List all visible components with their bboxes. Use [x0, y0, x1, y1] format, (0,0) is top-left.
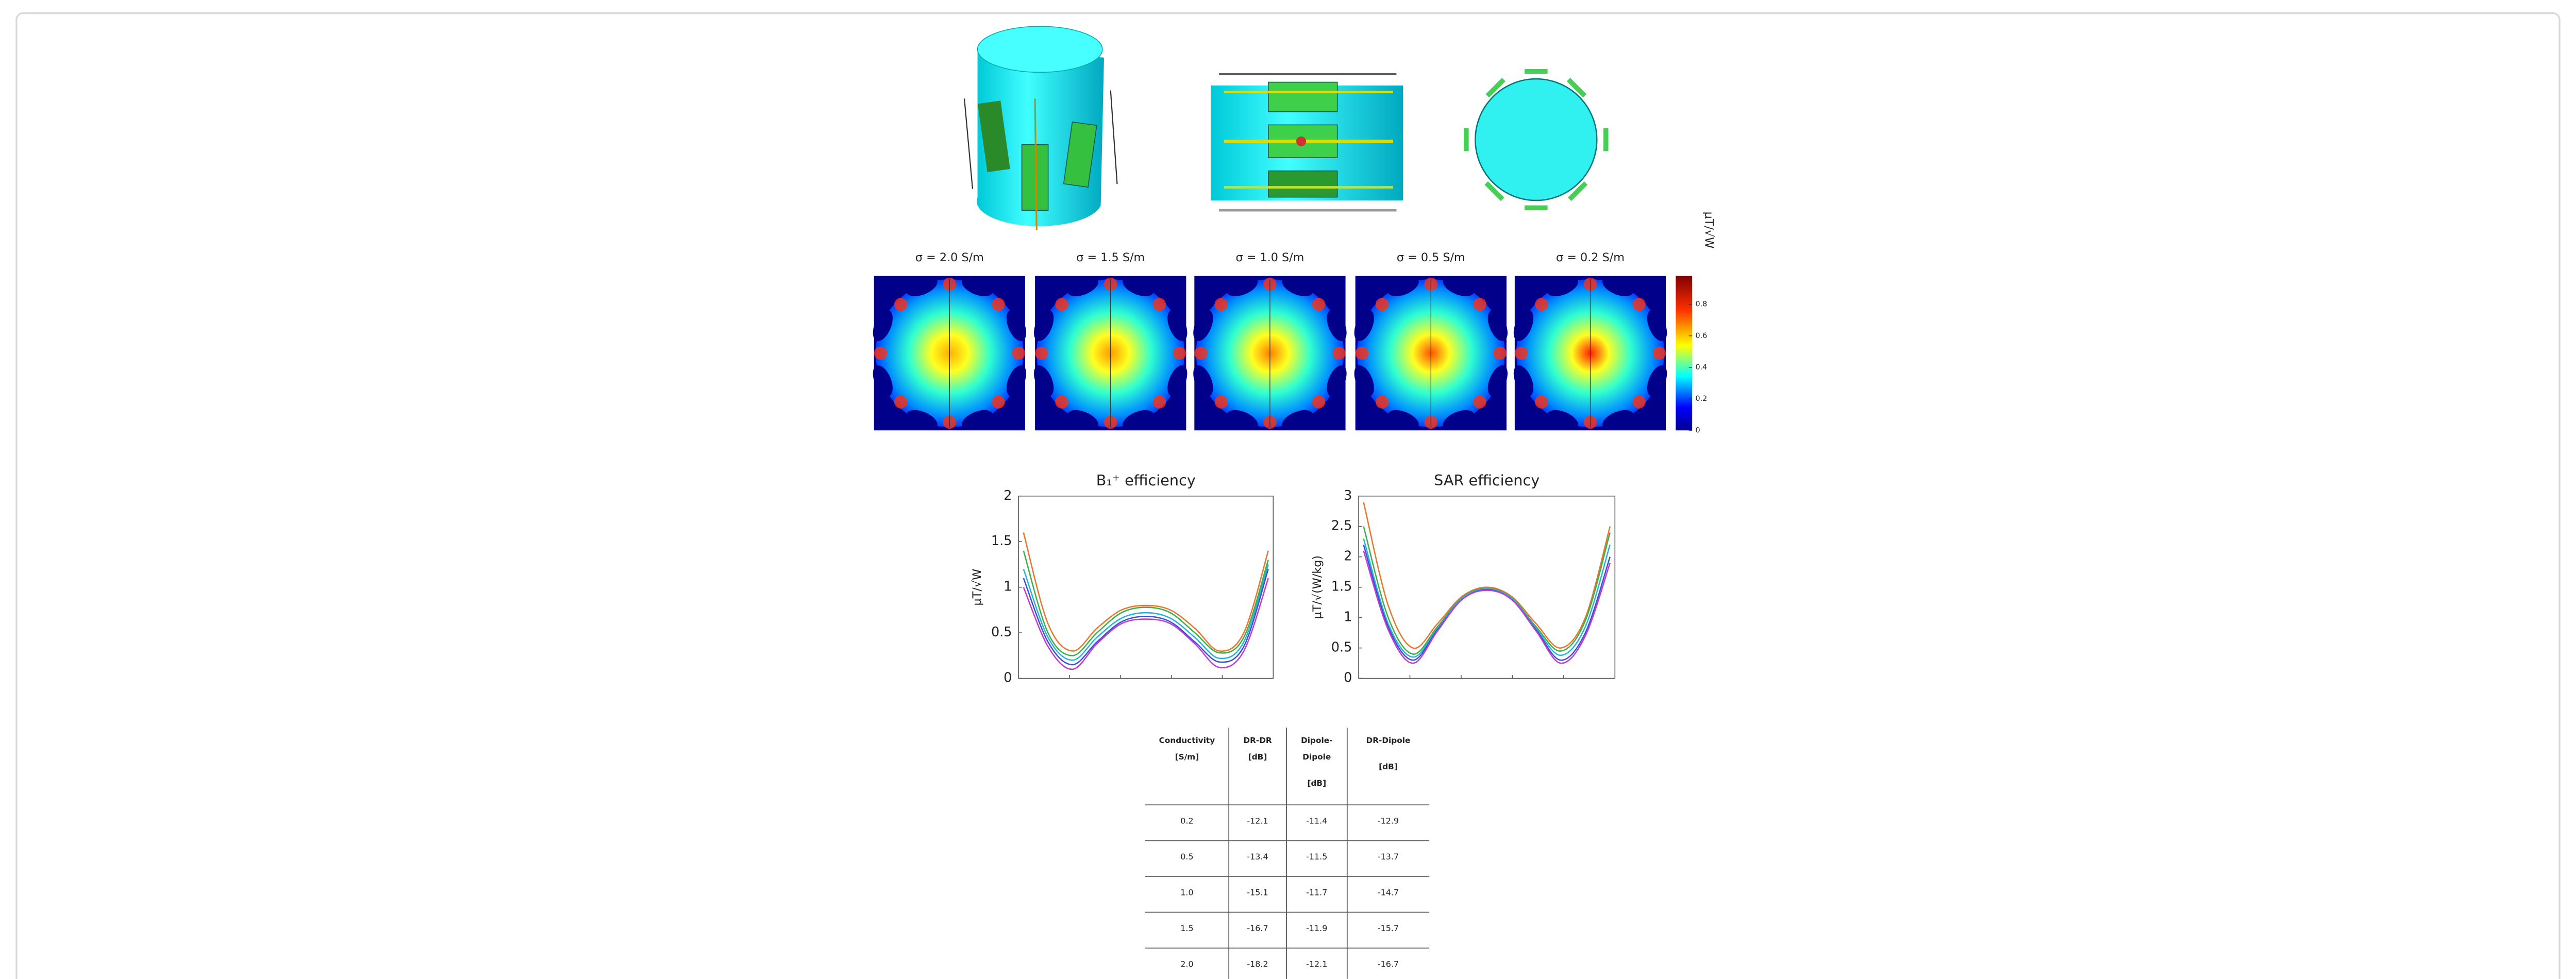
y-tick-label: 1.5	[991, 533, 1012, 549]
colorbar-tick-label: 0.2	[1696, 395, 1708, 403]
hot-spot	[874, 347, 888, 360]
sigma-label: σ = 1.5 S/m	[1076, 251, 1145, 264]
hot-spot	[1332, 347, 1346, 360]
y-tick-label: 2	[1003, 488, 1012, 503]
hot-spot	[1515, 347, 1528, 360]
colorbar-tick-label: 0.6	[1696, 332, 1708, 340]
hot-spot	[1215, 298, 1228, 311]
hot-spot	[1473, 298, 1486, 311]
hot-spot	[1215, 395, 1228, 409]
y-tick-label: 0	[1344, 670, 1352, 686]
table-cell: -14.7	[1378, 887, 1399, 897]
y-tick-label: 3	[1344, 488, 1352, 503]
table-cell: -11.5	[1306, 852, 1327, 862]
hot-spot	[1473, 395, 1486, 409]
hot-spot	[1173, 347, 1186, 360]
colorbar-label: μT/√W	[1702, 212, 1715, 249]
hot-spot	[894, 395, 908, 409]
hot-spot	[1312, 395, 1326, 409]
table-cell: -11.4	[1306, 816, 1327, 825]
hot-spot	[1376, 395, 1389, 409]
table-cell: -16.7	[1247, 923, 1268, 933]
table-header: Conductivity	[1159, 736, 1215, 745]
coil-3d	[964, 26, 1117, 230]
hot-spot	[1194, 347, 1208, 360]
colorbar-tick-label: 0	[1696, 426, 1700, 434]
chart-title: SAR efficiency	[1434, 471, 1540, 489]
table-cell: -13.4	[1247, 852, 1268, 862]
hot-spot	[1055, 395, 1068, 409]
y-axis-label: μT/√W	[971, 569, 984, 606]
coil-side	[1211, 74, 1403, 211]
hot-spot	[1356, 347, 1369, 360]
table-cell: 0.5	[1180, 852, 1193, 862]
table-cell: -13.7	[1378, 852, 1399, 862]
y-tick-label: 2	[1344, 549, 1352, 564]
table-cell: 1.5	[1180, 923, 1193, 933]
colorbar-tick-label: 0.8	[1696, 300, 1708, 309]
hot-spot	[1535, 298, 1548, 311]
table-cell: -15.7	[1378, 923, 1399, 933]
hot-spot	[992, 298, 1005, 311]
y-tick-label: 0.5	[991, 624, 1012, 640]
table-cell: -12.9	[1378, 816, 1399, 825]
table-header: DR-DR	[1243, 736, 1272, 745]
hot-spot	[1012, 347, 1026, 360]
table-header: Dipole-	[1301, 736, 1332, 745]
sigma-label: σ = 2.0 S/m	[915, 251, 984, 264]
page: σ = 2.0 S/m σ = 1.5 S/m σ = 1.0 S/m σ = 0.5…	[0, 0, 2576, 979]
hot-spot	[1153, 395, 1166, 409]
hot-spot	[1312, 298, 1326, 311]
table-cell: 0.2	[1180, 816, 1193, 825]
hot-spot	[1632, 298, 1646, 311]
colorbar	[1676, 276, 1692, 431]
hot-spot	[1055, 298, 1068, 311]
table-cell: -12.1	[1247, 816, 1268, 825]
table-cell: 2.0	[1180, 959, 1193, 969]
chart-title: B₁⁺ efficiency	[1096, 471, 1196, 489]
table-cell: -15.1	[1247, 887, 1268, 897]
hot-spot	[1493, 347, 1507, 360]
table-cell: -16.7	[1378, 959, 1399, 969]
hot-spot	[1153, 298, 1166, 311]
y-tick-label: 0	[1003, 670, 1012, 686]
colorbar-tick-label: 0.4	[1696, 363, 1708, 372]
table-cell: -18.2	[1247, 959, 1268, 969]
hot-spot	[1653, 347, 1666, 360]
table-cell: -12.1	[1306, 959, 1327, 969]
sigma-label: σ = 0.5 S/m	[1397, 251, 1465, 264]
table-header: [dB]	[1379, 762, 1398, 771]
table-cell: -11.9	[1306, 923, 1327, 933]
hot-spot	[1376, 298, 1389, 311]
y-tick-label: 1.5	[1331, 579, 1352, 595]
sigma-label: σ = 0.2 S/m	[1556, 251, 1625, 264]
y-tick-label: 0.5	[1331, 640, 1352, 655]
hot-spot	[992, 395, 1005, 409]
table-header: [dB]	[1307, 779, 1326, 788]
hot-spot	[894, 298, 908, 311]
y-tick-label: 1	[1344, 610, 1352, 625]
table-header: DR-Dipole	[1366, 736, 1411, 745]
y-axis-label: μT/√(W/kg)	[1311, 555, 1324, 619]
y-tick-label: 2.5	[1331, 518, 1352, 534]
y-tick-label: 1	[1003, 579, 1012, 595]
table-header: Dipole	[1302, 752, 1331, 762]
table-cell: -11.7	[1306, 887, 1327, 897]
hot-spot	[1632, 395, 1646, 409]
sigma-label: σ = 1.0 S/m	[1235, 251, 1304, 264]
table-cell: 1.0	[1180, 887, 1193, 897]
table-header: [S/m]	[1175, 752, 1199, 762]
hot-spot	[1535, 395, 1548, 409]
hot-spot	[1035, 347, 1048, 360]
table-header: [dB]	[1248, 752, 1267, 762]
